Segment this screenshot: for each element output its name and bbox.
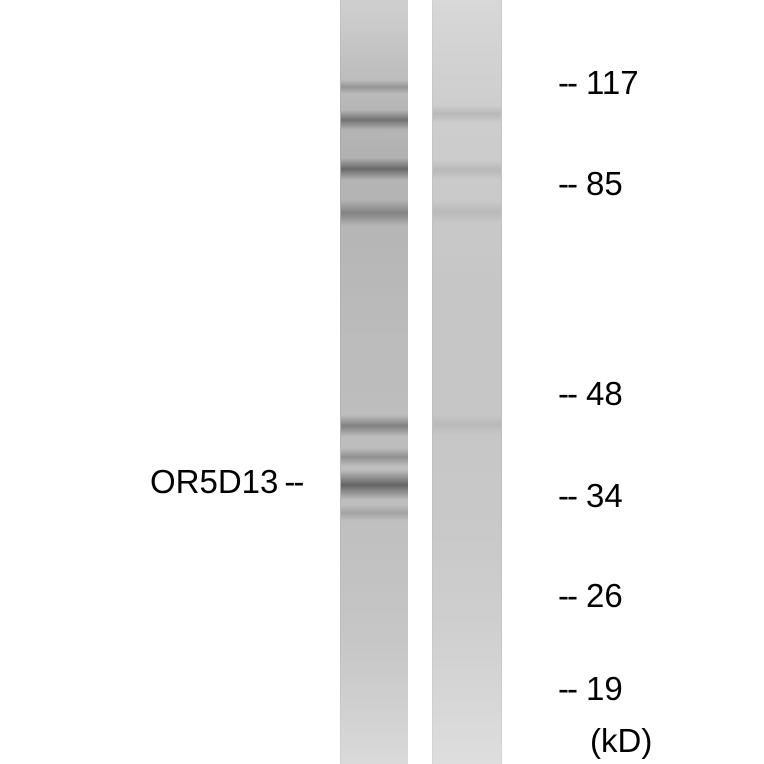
band — [433, 200, 501, 224]
protein-name: OR5D13 — [150, 463, 278, 501]
lane-separator — [408, 0, 432, 764]
protein-dash: -- — [284, 463, 302, 501]
mw-marker-34: -- 34 — [558, 477, 623, 515]
marker-dash: -- — [558, 670, 576, 708]
marker-dash: -- — [558, 375, 576, 413]
blot-lane-lane2 — [432, 0, 502, 764]
western-blot-figure: --117--85--48--34--26--19OR5D13--(kD) — [0, 0, 764, 764]
marker-value: 19 — [586, 670, 623, 708]
marker-value: 48 — [586, 375, 623, 413]
band — [341, 110, 409, 130]
marker-dash: -- — [558, 165, 576, 203]
band — [341, 470, 409, 500]
mw-marker-19: -- 19 — [558, 670, 623, 708]
band — [341, 448, 409, 466]
band — [433, 160, 501, 180]
band — [341, 415, 409, 437]
marker-value: 34 — [586, 477, 623, 515]
marker-value: 85 — [586, 165, 623, 203]
band — [341, 80, 409, 94]
marker-value: 26 — [586, 577, 623, 615]
protein-label: OR5D13-- — [150, 463, 302, 501]
band — [341, 200, 409, 226]
marker-dash: -- — [558, 477, 576, 515]
unit-label: (kD) — [590, 722, 652, 760]
marker-dash: -- — [558, 577, 576, 615]
band — [433, 105, 501, 123]
band — [341, 158, 409, 180]
mw-marker-117: -- 117 — [558, 64, 639, 102]
mw-marker-85: -- 85 — [558, 165, 623, 203]
blot-lane-lane1 — [340, 0, 410, 764]
mw-marker-48: -- 48 — [558, 375, 623, 413]
marker-dash: -- — [558, 64, 576, 102]
marker-value: 117 — [586, 64, 639, 102]
mw-marker-26: -- 26 — [558, 577, 623, 615]
band — [341, 505, 409, 521]
band — [433, 415, 501, 435]
